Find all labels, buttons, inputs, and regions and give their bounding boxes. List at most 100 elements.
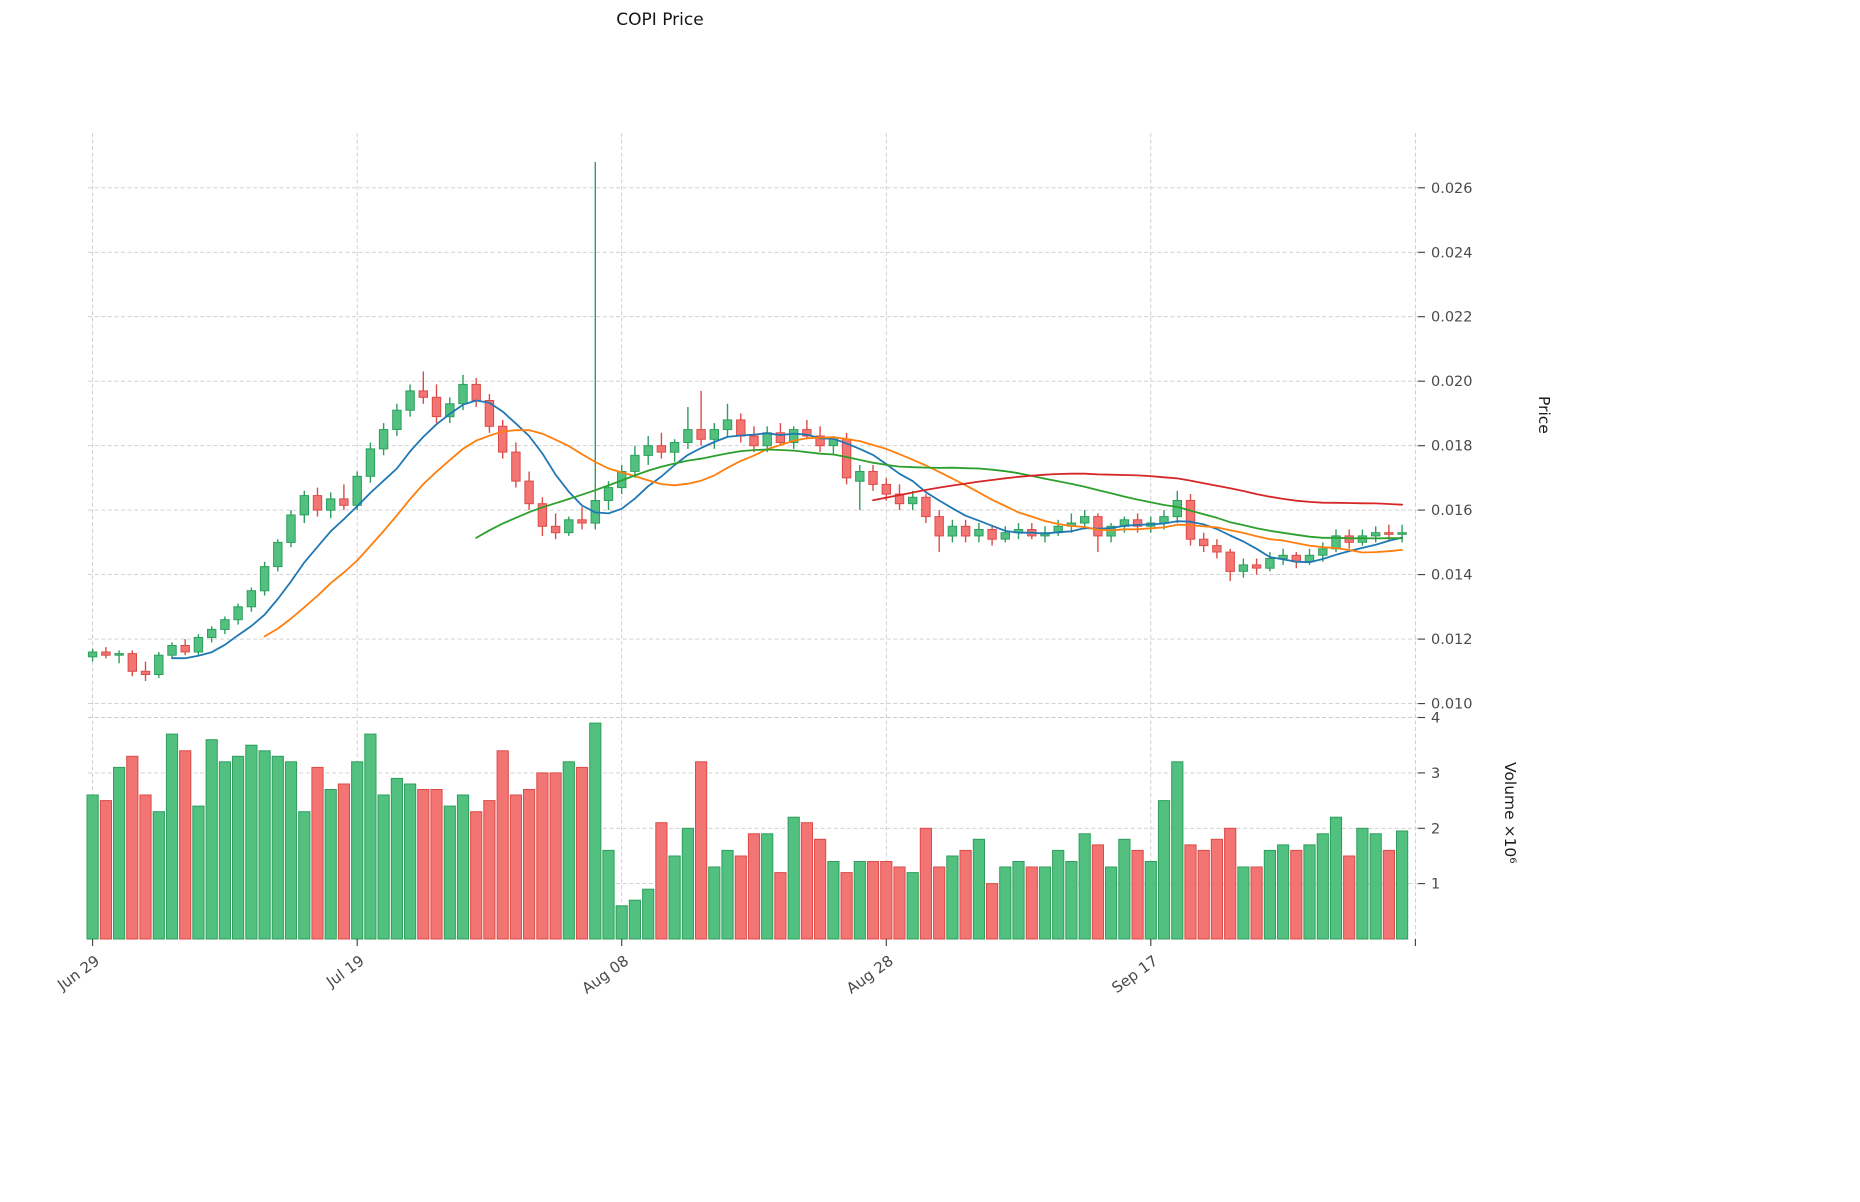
candle-body [352,475,362,506]
volume-bar [681,827,694,940]
candle-body [1238,564,1249,572]
candle-body [114,653,124,656]
volume-bar [430,789,443,940]
candle-body [577,519,587,524]
candle-body [484,400,495,427]
candle-body [246,590,257,608]
volume-bar [1237,866,1250,940]
candle-body [630,454,640,472]
candle-body [471,383,481,401]
volume-bar [1038,866,1052,940]
candle-body [656,445,667,453]
volume-bar [192,805,205,940]
volume-bar [218,761,232,940]
volume-bar [536,772,549,940]
volume-bar [814,838,827,940]
ma-lines-layer [171,399,1403,660]
candle-body [1397,532,1407,535]
candle-body [921,496,931,518]
candle-body [418,390,429,398]
date-tick-label: Aug 28 [843,952,897,998]
candle-body [974,529,984,537]
candle-body [207,628,217,639]
volume-bar [946,855,959,940]
ma-line-30 [475,448,1403,540]
candle-body [140,670,151,675]
candle-body [154,654,164,676]
volume-bar [1382,849,1396,940]
price-tick-label: 0.022 [1431,310,1473,326]
price-tick-label: 0.018 [1431,439,1473,455]
date-tick-label: Jun 29 [53,952,103,995]
candle-body [1185,500,1196,540]
volume-bar [787,816,800,940]
candle-body [405,390,415,411]
volume-bar [933,866,946,940]
price-tick-label: 0.010 [1431,697,1473,713]
candle-body [127,653,138,672]
candle-body [908,496,918,505]
volume-bar [602,849,615,940]
volume-bar [840,872,853,940]
volume-bar [443,805,456,940]
candles-layer [87,162,1407,681]
volume-bar [1263,849,1277,940]
volume-bar [483,800,496,940]
candle-body [1132,519,1143,527]
volume-bar [628,899,641,940]
volume-bar [1210,838,1224,940]
candle-body [643,445,653,456]
volume-bar [972,838,985,940]
volume-tick-label: 3 [1431,766,1440,782]
volume-bar [1343,855,1356,940]
candle-body [1080,516,1090,524]
candle-body [762,432,772,447]
candle-body [868,471,878,485]
candle-body [669,442,680,453]
volume-bar [1065,861,1078,940]
volume-bar [337,783,350,940]
volume-bar [404,783,417,940]
volume-bar [298,811,311,940]
candle-body [220,619,230,630]
volume-bar [880,861,893,940]
volume-bar [893,866,906,940]
volume-bar [1197,849,1210,940]
chart-title: COPI Price [616,10,704,30]
volume-bar [1118,838,1131,940]
volume-bar [1396,830,1409,940]
volume-bar [1131,849,1144,940]
volume-bar [1052,849,1065,940]
volume-bar [1356,827,1369,940]
candle-body [273,541,283,568]
candle-body [960,525,971,537]
volume-bar [919,827,932,940]
candle-body [326,498,336,511]
volume-bar [827,861,840,940]
candle-body [802,429,812,437]
candle-body [775,432,786,443]
volume-bar [126,755,139,940]
volume-bar [1290,849,1303,940]
volume-bar [390,777,403,940]
volume-bar [999,866,1012,940]
volume-bar [324,789,337,940]
volume-bar [1025,866,1038,940]
volume-bar [562,761,575,940]
volume-bar [509,794,522,940]
volume-bar [205,739,218,940]
volume-bar [1012,861,1025,940]
candle-body [312,495,323,511]
ma-line-7 [171,399,1403,660]
volume-tick-label: 1 [1431,877,1440,893]
volume-axis-label: Volume ×10⁶ [1501,762,1519,864]
volume-bar [1171,761,1184,940]
candle-body [339,498,349,506]
candle-body [87,651,98,658]
volume-bar [1105,866,1118,940]
candle-body [894,493,905,505]
candle-body [934,516,944,537]
volume-bar [959,849,972,940]
volume-bar [523,789,536,940]
